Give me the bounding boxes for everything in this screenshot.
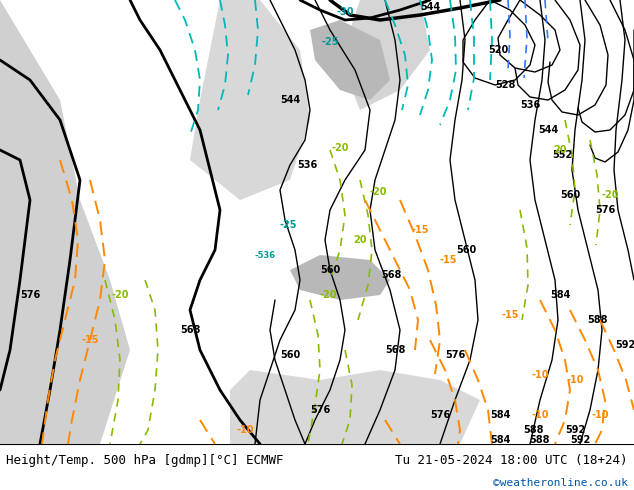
Text: 520: 520	[488, 45, 508, 55]
Text: 588: 588	[524, 425, 544, 435]
Text: -536: -536	[254, 250, 276, 260]
Text: 576: 576	[430, 410, 450, 420]
Text: 560: 560	[560, 190, 580, 200]
Text: -15: -15	[411, 225, 429, 235]
Text: 560: 560	[456, 245, 476, 255]
Text: -15: -15	[81, 335, 99, 345]
Text: 584: 584	[550, 290, 570, 300]
Text: 576: 576	[595, 205, 615, 215]
Polygon shape	[310, 20, 390, 100]
Text: -20: -20	[111, 290, 129, 300]
Text: 568: 568	[385, 345, 405, 355]
Text: -25: -25	[279, 220, 297, 230]
Text: -10: -10	[236, 425, 254, 435]
Text: Height/Temp. 500 hPa [gdmp][°C] ECMWF: Height/Temp. 500 hPa [gdmp][°C] ECMWF	[6, 454, 284, 466]
Text: 528: 528	[495, 80, 515, 90]
Text: -10: -10	[592, 410, 609, 420]
Text: 576: 576	[310, 405, 330, 415]
Text: 588: 588	[530, 435, 550, 445]
Text: 592: 592	[570, 435, 590, 445]
Polygon shape	[0, 0, 130, 444]
Text: 544: 544	[280, 95, 300, 105]
Text: 588: 588	[586, 315, 607, 325]
Text: -15: -15	[439, 255, 456, 265]
Text: 536: 536	[520, 100, 540, 110]
Text: 584: 584	[490, 410, 510, 420]
Text: -25: -25	[321, 37, 339, 47]
Polygon shape	[230, 370, 480, 444]
Text: 544: 544	[538, 125, 558, 135]
Text: 592: 592	[565, 425, 585, 435]
Text: 576: 576	[20, 290, 40, 300]
Text: 584: 584	[490, 435, 510, 445]
Text: 20: 20	[553, 145, 567, 155]
Text: -30: -30	[336, 7, 354, 17]
Text: 560: 560	[320, 265, 340, 275]
Text: 568: 568	[381, 270, 401, 280]
Text: 560: 560	[280, 350, 300, 360]
Text: -20: -20	[331, 143, 349, 153]
Text: -10: -10	[531, 370, 549, 380]
Text: 536: 536	[297, 160, 317, 170]
Text: -20: -20	[601, 190, 619, 200]
Text: 544: 544	[420, 2, 440, 12]
Text: -15: -15	[501, 310, 519, 320]
Text: ©weatheronline.co.uk: ©weatheronline.co.uk	[493, 478, 628, 488]
Text: -10: -10	[566, 375, 584, 385]
Text: -20: -20	[320, 290, 337, 300]
Polygon shape	[290, 255, 390, 300]
Text: -20: -20	[369, 187, 387, 197]
Polygon shape	[340, 0, 430, 110]
Text: Tu 21-05-2024 18:00 UTC (18+24): Tu 21-05-2024 18:00 UTC (18+24)	[395, 454, 628, 466]
Text: 568: 568	[180, 325, 200, 335]
Text: 576: 576	[445, 350, 465, 360]
Text: -10: -10	[531, 410, 549, 420]
Polygon shape	[190, 0, 310, 200]
Text: 592: 592	[615, 340, 634, 350]
Text: 20: 20	[353, 235, 366, 245]
Text: 552: 552	[552, 150, 572, 160]
